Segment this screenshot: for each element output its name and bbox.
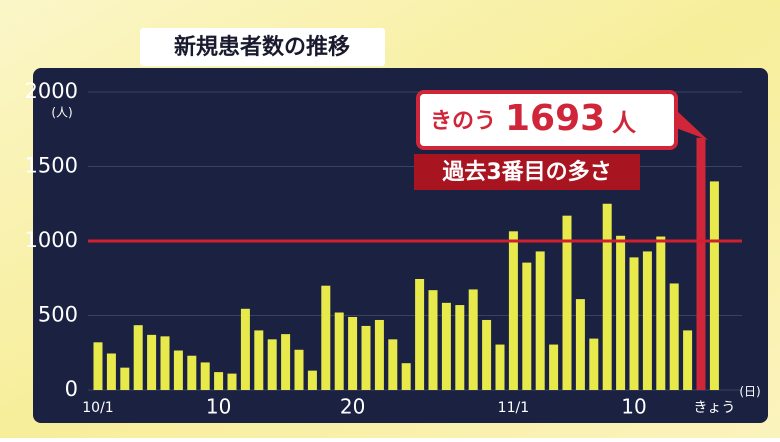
note-box [414,154,640,190]
bar [455,305,465,390]
bar [388,339,398,390]
bar [307,370,317,390]
y-tick-label: 1000 [25,228,78,252]
y-tick-label: 1500 [25,154,78,178]
bar [321,285,331,390]
bar [227,373,237,390]
bar [294,349,304,390]
x-tick-label: きょう [693,400,735,416]
x-unit: (日) [739,385,760,399]
callout-suffix: 人 [612,109,636,137]
bar [187,355,197,390]
bar [709,181,719,390]
bar [120,367,130,390]
bar [562,215,572,390]
callout-prefix: きのう [430,109,496,134]
bar [629,257,639,390]
bar [656,236,666,390]
x-tick-label: 10 [621,395,646,419]
y-unit: (人) [51,106,72,120]
bar [602,203,612,390]
bar [535,251,545,390]
bar [441,302,451,390]
callout-box [416,90,678,150]
x-tick-label: 10/1 [82,400,113,416]
callout-value: 1693 [505,98,605,139]
bar [147,334,157,390]
bar [589,338,599,390]
bar [200,362,210,390]
bar [160,336,170,390]
bar [522,262,532,390]
bar [214,372,224,390]
note: 過去3番目の多さ [442,159,611,185]
bar [468,289,478,390]
bar [334,312,344,390]
bar [254,330,264,390]
bar [616,235,626,390]
bar [348,316,358,390]
bar [240,308,250,390]
bar [401,363,411,390]
bar [428,290,438,390]
bar [106,353,116,390]
bar [361,325,371,390]
x-tick-label: 10 [206,395,231,419]
bar [575,299,585,390]
bar [495,344,505,390]
bar [482,319,492,390]
bar [683,330,693,390]
bar [669,283,679,390]
y-tick-label: 2000 [25,79,78,103]
bar [267,339,277,390]
bar [133,325,143,390]
bar [93,342,103,390]
x-tick-label: 20 [340,395,365,419]
bar [696,137,706,390]
title-box [140,28,385,66]
chart-title: 新規患者数の推移 [174,34,350,60]
y-tick-label: 0 [65,377,78,401]
x-tick-label: 11/1 [498,400,529,416]
bar [281,334,291,390]
bar [173,350,183,390]
bar [642,251,652,390]
bar [374,319,384,390]
bar [549,344,559,390]
bar [508,231,518,390]
y-tick-label: 500 [38,303,78,327]
bar [415,278,425,390]
